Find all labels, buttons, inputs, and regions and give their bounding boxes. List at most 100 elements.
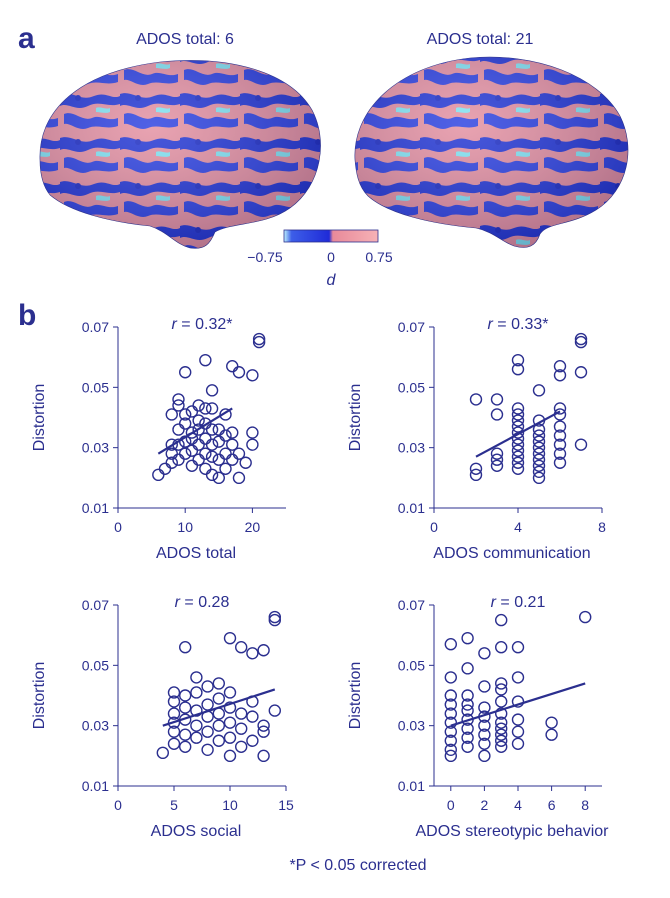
scatter-point [172, 423, 185, 436]
panel-letter-a: a [18, 22, 35, 55]
scatter-point [495, 695, 508, 708]
scatter-point [490, 408, 504, 421]
x-axis-label: ADOS total [156, 545, 236, 562]
scatter-point [172, 393, 185, 406]
colorbar-min-label: −0.75 [247, 249, 283, 265]
scatter-point [469, 468, 483, 482]
scatter-point [190, 671, 203, 684]
y-tick-label: 0.07 [398, 597, 425, 613]
scatter-point [461, 698, 474, 711]
brain-right-image [354, 56, 629, 248]
scatter-point [268, 704, 281, 717]
scatter-point [511, 414, 525, 427]
scatter-point [192, 414, 205, 427]
scatter-point [553, 438, 567, 451]
scatter-point [532, 447, 546, 460]
x-tick-label: 8 [598, 519, 606, 535]
scatter-point [232, 366, 246, 379]
x-tick-label: 8 [581, 797, 589, 813]
correlation-label: r = 0.28 [175, 594, 230, 611]
scatter-point [156, 746, 170, 760]
y-tick-label: 0.03 [398, 718, 425, 734]
scatter-point [553, 456, 567, 469]
y-tick-label: 0.07 [82, 319, 109, 335]
scatter-point [257, 749, 270, 763]
scatter-point [579, 610, 592, 624]
scatter-point [532, 459, 546, 472]
scatter-point [469, 462, 483, 475]
scatter-point [532, 471, 546, 485]
scatter-point [553, 402, 567, 415]
correlation-label: r = 0.21 [491, 594, 546, 611]
scatter-point [511, 462, 525, 475]
scatter-point [252, 332, 266, 346]
scatter-point [178, 447, 192, 460]
scatter-point [223, 716, 237, 729]
scatter-point [574, 438, 588, 451]
x-axis-label: ADOS stereotypic behavior [416, 823, 610, 840]
scatter-point [461, 662, 474, 675]
scatter-point [178, 417, 192, 430]
scatter-point [511, 641, 525, 654]
scatter-point [495, 677, 508, 690]
scatter-point [185, 459, 199, 472]
scatter-point [172, 399, 185, 412]
scatter-point [178, 689, 192, 702]
scatter-point [469, 393, 483, 406]
scatter-point [461, 689, 474, 702]
scatter-point [212, 423, 226, 436]
scatter-point [495, 716, 508, 729]
x-tick-label: 10 [177, 519, 193, 535]
scatter-point [226, 438, 239, 451]
x-tick-label: 6 [548, 797, 556, 813]
scatter-point [246, 710, 259, 723]
y-tick-label: 0.03 [82, 718, 109, 734]
scatter-point [234, 722, 248, 735]
scatter-point [257, 725, 270, 738]
scatter-point [165, 456, 178, 469]
scatter-point [511, 363, 525, 376]
y-tick-label: 0.05 [398, 657, 425, 673]
scatter-point [490, 459, 504, 472]
scatter-point [167, 725, 181, 738]
scatter-point [219, 408, 232, 421]
scatter-point [167, 695, 181, 708]
scatter-point [205, 384, 219, 397]
x-tick-label: 5 [170, 797, 178, 813]
scatter-point [574, 366, 588, 379]
scatter-point [226, 453, 239, 466]
y-tick-label: 0.05 [398, 379, 425, 395]
scatter-point [444, 689, 457, 702]
y-tick-label: 0.03 [82, 440, 109, 456]
scatter-plot-2: 0.01 0.03 0.05 0.07 0 4 8 ADOS communication Dis… [347, 316, 606, 562]
y-axis-label: Distortion [31, 384, 48, 452]
scatter-point [444, 743, 457, 756]
scatter-point [257, 719, 270, 732]
scatter-point [444, 734, 457, 747]
scatter-point [223, 631, 237, 645]
scatter-point [167, 737, 181, 750]
scatter-point [495, 613, 508, 627]
scatter-point [268, 610, 281, 624]
scatter-point [553, 369, 567, 382]
scatter-point [192, 399, 205, 412]
scatter-point [232, 471, 246, 485]
brain-title-left: ADOS total: 6 [136, 31, 234, 48]
scatter-point [223, 701, 237, 714]
scatter-point [190, 686, 203, 699]
scatter-point [205, 438, 219, 451]
scatter-point [461, 740, 474, 753]
scatter-point [444, 698, 457, 711]
scatter-point [478, 728, 491, 741]
scatter-point [511, 426, 525, 439]
scatter-point [223, 686, 237, 699]
scatter-point [201, 680, 214, 693]
scatter-point [461, 631, 474, 645]
y-tick-label: 0.01 [82, 500, 109, 516]
regression-line [450, 682, 586, 727]
scatter-point [532, 465, 546, 478]
scatter-point [444, 707, 457, 720]
scatter-point [545, 728, 558, 741]
scatter-point [199, 462, 212, 475]
